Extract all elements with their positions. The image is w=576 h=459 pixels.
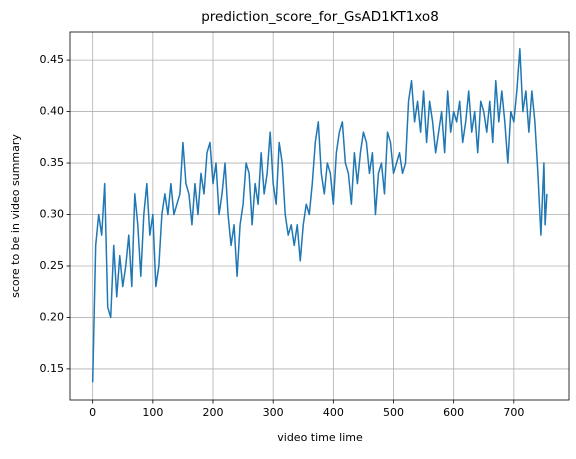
y-axis-label: score to be in video summary bbox=[9, 134, 22, 298]
y-tick-label: 0.45 bbox=[40, 53, 65, 66]
x-tick-label: 700 bbox=[503, 406, 524, 419]
x-tick-label: 300 bbox=[263, 406, 284, 419]
chart-title: prediction_score_for_GsAD1KT1xo8 bbox=[201, 9, 439, 25]
y-tick-label: 0.25 bbox=[40, 259, 65, 272]
plot-frame bbox=[69, 31, 570, 401]
x-tick-label: 400 bbox=[323, 406, 344, 419]
x-tick-label: 200 bbox=[203, 406, 224, 419]
x-tick-label: 100 bbox=[142, 406, 163, 419]
y-tick-label: 0.40 bbox=[40, 105, 65, 118]
x-axis-label: video time lime bbox=[277, 431, 363, 444]
x-tick-label: 600 bbox=[443, 406, 464, 419]
y-tick-label: 0.20 bbox=[40, 310, 65, 323]
y-tick-label: 0.15 bbox=[40, 362, 65, 375]
y-tick-label: 0.35 bbox=[40, 156, 65, 169]
x-tick-label: 0 bbox=[89, 406, 96, 419]
data-line bbox=[91, 48, 548, 383]
x-tick-label: 500 bbox=[383, 406, 404, 419]
y-tick-label: 0.30 bbox=[40, 208, 65, 221]
